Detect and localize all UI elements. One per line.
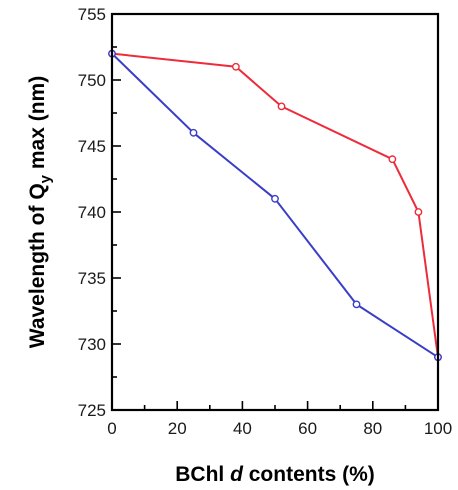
x-axis-title-italic: d: [230, 463, 244, 486]
y-tick-label: 740: [78, 203, 106, 222]
y-axis-title-subscript: y: [37, 174, 54, 183]
y-axis-title-suffix: max (nm): [26, 76, 49, 175]
y-axis-ticks: 725 730 735 740 745 750 755: [78, 5, 121, 420]
y-tick-label: 745: [78, 137, 106, 156]
x-tick-label: 20: [168, 419, 187, 438]
y-tick-label: 735: [78, 269, 106, 288]
series-1-line: [111, 52, 439, 358]
x-tick-label: 60: [298, 419, 317, 438]
y-tick-label: 730: [78, 335, 106, 354]
plot-frame: [110, 12, 440, 412]
series-layer: [108, 49, 442, 362]
series-1-point: [388, 155, 397, 164]
series-2-point: [352, 300, 361, 309]
series-2-point: [271, 194, 279, 203]
x-axis-title-suffix: contents (%): [243, 463, 375, 486]
y-tick-label: 725: [78, 401, 106, 420]
series-2: [108, 49, 442, 362]
series-1-point: [231, 62, 240, 71]
series-1-point: [277, 102, 286, 111]
series-2-line: [111, 52, 439, 359]
series-1-point: [414, 208, 423, 216]
x-tick-label: 0: [107, 419, 116, 438]
x-tick-label: 80: [363, 419, 382, 438]
x-axis-title: BChl d contents (%): [175, 463, 375, 486]
x-tick-label: 40: [233, 419, 252, 438]
x-axis-ticks: 0 20 40 60 80 100: [107, 401, 452, 438]
series-2-point: [189, 128, 198, 137]
x-tick-label: 100: [424, 419, 452, 438]
x-axis-title-prefix: BChl: [175, 463, 230, 486]
y-axis-title: Wavelength of Qy max (nm): [26, 76, 54, 348]
y-axis-title-prefix: Wavelength of Q: [26, 183, 49, 348]
y-tick-label: 750: [78, 71, 106, 90]
series-1: [108, 49, 442, 362]
y-tick-label: 755: [78, 5, 106, 24]
